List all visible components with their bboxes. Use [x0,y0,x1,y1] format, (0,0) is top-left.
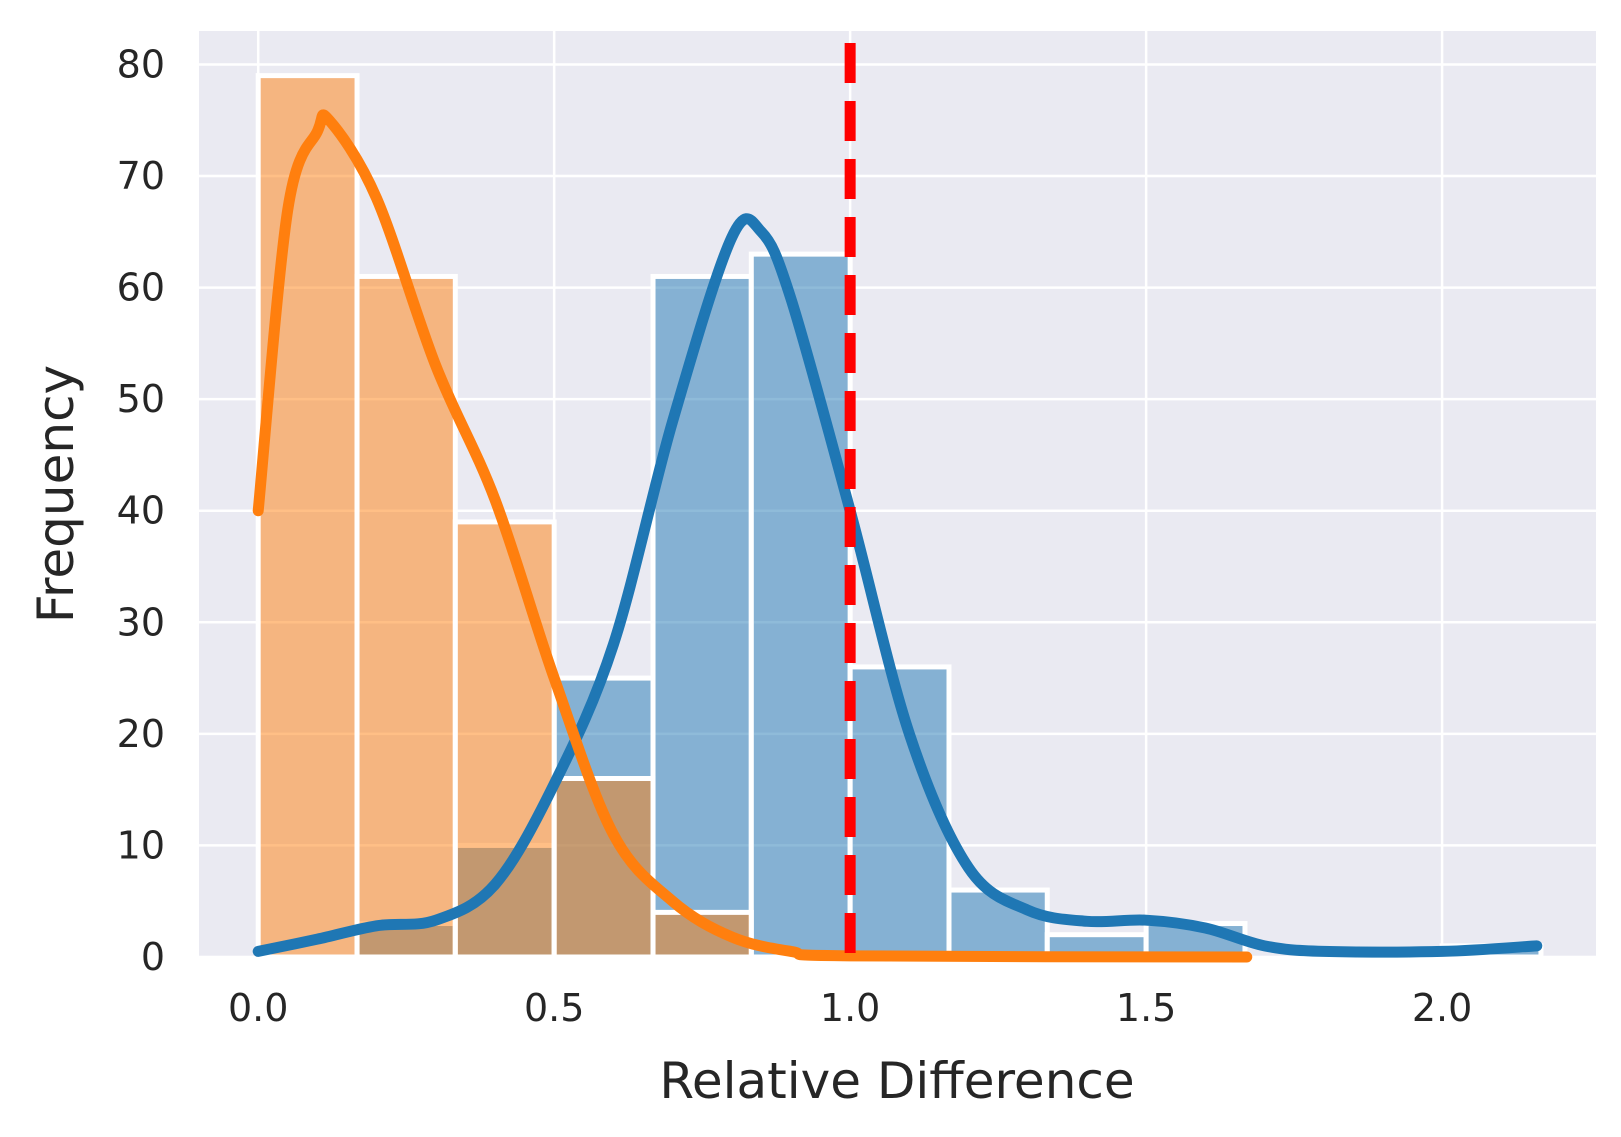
y-tick-label-6: 60 [117,266,165,310]
y-tick-labels: 0 10 20 30 40 50 60 70 80 [117,42,165,979]
y-tick-label-2: 20 [117,712,165,756]
x-tick-label-4: 2.0 [1412,986,1472,1030]
x-tick-label-2: 1.0 [820,986,880,1030]
blue-bar-4 [650,273,754,960]
y-axis-label: Frequency [27,365,85,623]
x-axis-label: Relative Difference [659,1052,1134,1110]
y-tick-label-4: 40 [117,489,165,533]
blue-bar-5 [748,251,853,960]
orange-bar-0 [255,73,360,960]
blue-bar-7 [946,887,1050,960]
histogram-bars [255,73,1544,960]
x-tick-labels: 0.0 0.5 1.0 1.5 2.0 [228,986,1472,1030]
y-tick-label-7: 70 [117,154,165,198]
y-tick-label-0: 0 [141,935,165,979]
x-tick-label-0: 0.0 [228,986,288,1030]
y-tick-label-8: 80 [117,42,165,86]
orange-kde-line [252,109,1253,963]
x-tick-label-1: 0.5 [524,986,584,1030]
y-tick-label-1: 10 [117,823,165,867]
blue-kde-line [252,213,1543,958]
y-tick-label-5: 50 [117,377,165,421]
orange-bar-2 [452,519,557,960]
kde-curves [252,109,1543,963]
x-tick-label-3: 1.5 [1116,986,1176,1030]
y-tick-label-3: 30 [117,600,165,644]
